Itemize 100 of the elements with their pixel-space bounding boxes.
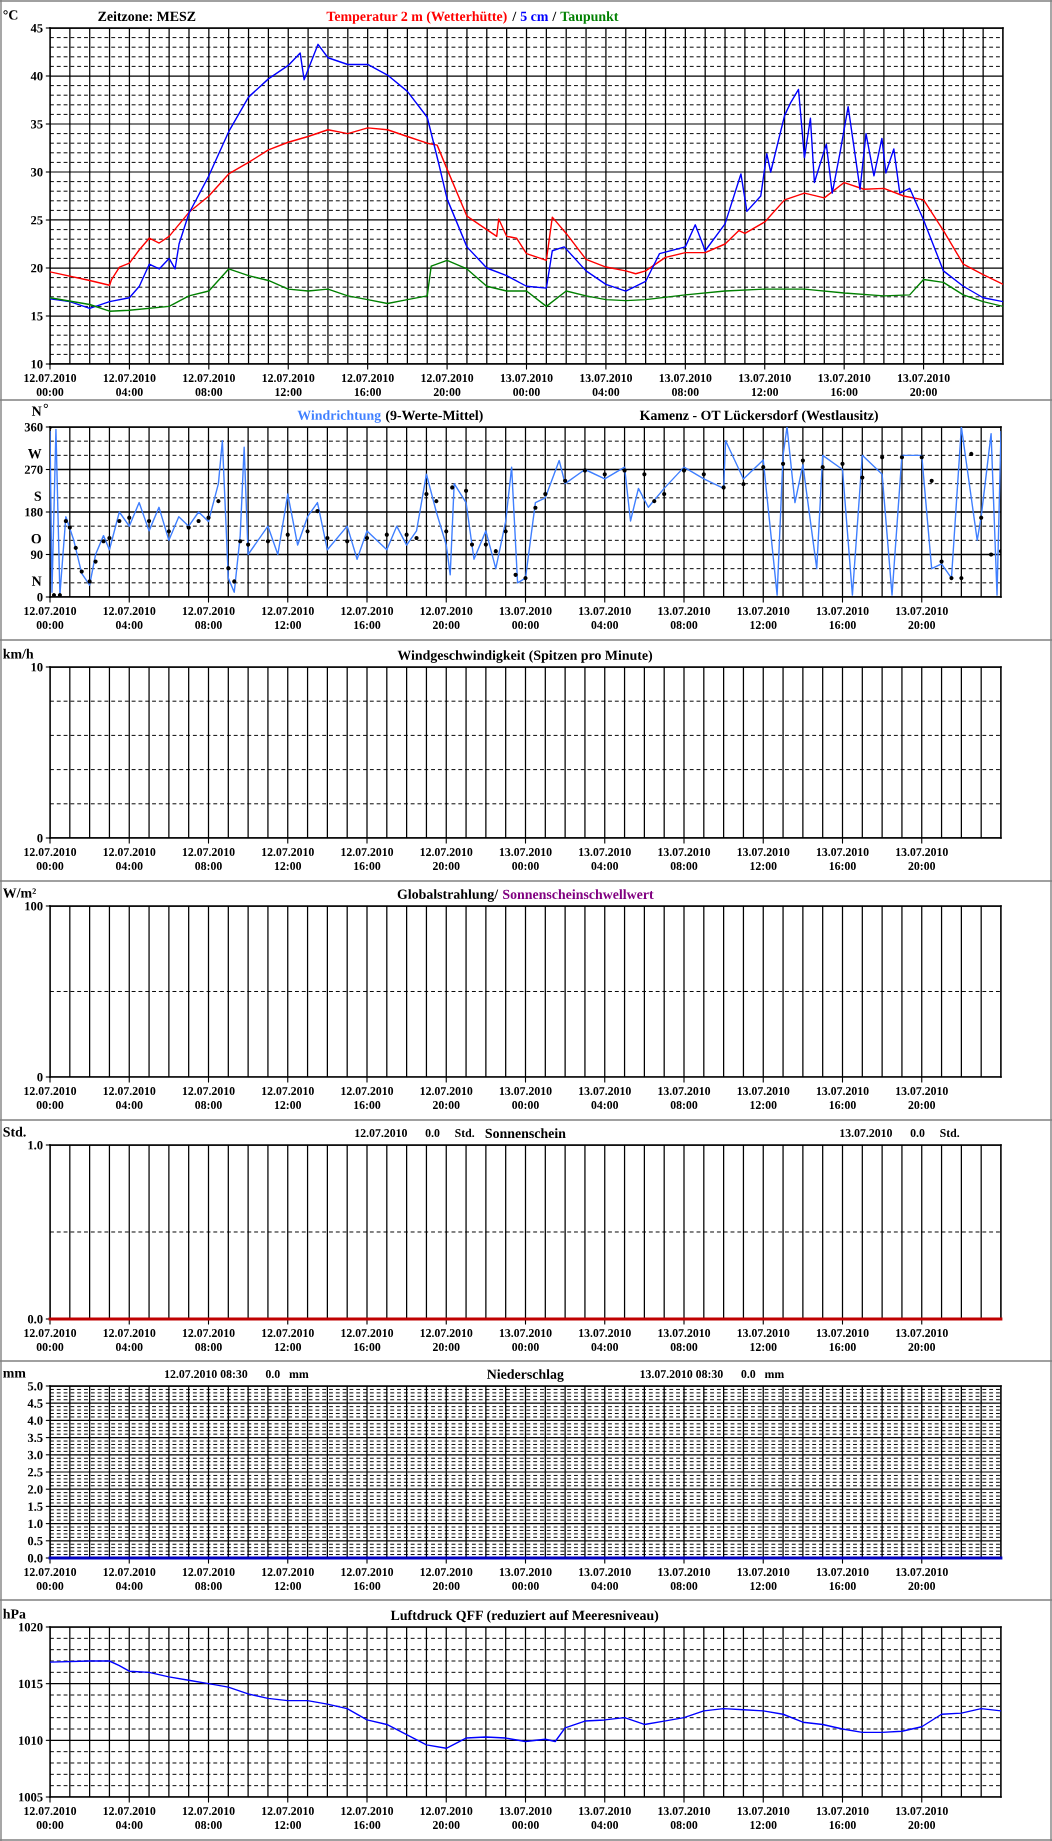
text: 12.07.2010 0.0 Std. bbox=[355, 1128, 475, 1138]
chart-title: Kamenz - OT Lückersdorf (Westlausitz) bbox=[639, 410, 878, 423]
y-axis-title: ° bbox=[43, 403, 48, 408]
x-tick-label: 12.07.2010 08:00 bbox=[183, 374, 235, 397]
chart-title: Windgeschwindigkeit (Spitzen pro Minute) bbox=[397, 650, 653, 663]
x-tick-label: 13.07.2010 00:00 bbox=[499, 1807, 552, 1830]
y-tick-label: 30 bbox=[31, 168, 43, 177]
x-tick-label: 12.07.2010 00:00 bbox=[24, 1087, 77, 1110]
x-tick-label: 13.07.2010 20:00 bbox=[896, 607, 948, 630]
y-tick-label: 0 bbox=[37, 593, 43, 602]
text: 13.07.2010 08:30 0.0 mm bbox=[640, 1370, 785, 1379]
y-axis-title: hPa bbox=[3, 1608, 26, 1619]
y-axis-title: Std. bbox=[3, 1126, 26, 1137]
text: 5 cm bbox=[520, 11, 549, 22]
x-tick-label: 13.07.2010 08:00 bbox=[658, 607, 711, 630]
x-tick-label: 12.07.2010 04:00 bbox=[103, 1568, 156, 1591]
x-tick-label: 13.07.2010 00:00 bbox=[499, 848, 552, 871]
x-tick-label: 13.07.2010 12:00 bbox=[737, 848, 790, 871]
x-tick-label: 12.07.2010 08:00 bbox=[182, 1807, 235, 1830]
x-tick-label: 13.07.2010 00:00 bbox=[499, 1087, 552, 1110]
x-tick-label: 13.07.2010 20:00 bbox=[896, 1568, 948, 1591]
x-tick-label: 12.07.2010 00:00 bbox=[24, 1329, 77, 1352]
x-tick-label: 12.07.2010 04:00 bbox=[103, 1087, 156, 1110]
y-axis-title: km/h bbox=[3, 648, 34, 659]
x-tick-label: 12.07.2010 16:00 bbox=[341, 607, 394, 630]
y-tick-label: 0.5 bbox=[27, 1536, 43, 1546]
x-tick-label: 13.07.2010 04:00 bbox=[579, 1087, 631, 1110]
x-tick-label: 13.07.2010 00:00 bbox=[500, 374, 553, 397]
x-tick-label: 12.07.2010 04:00 bbox=[103, 848, 156, 871]
y-tick-label: 20 bbox=[31, 264, 43, 273]
x-tick-label: 12.07.2010 04:00 bbox=[103, 1807, 156, 1830]
text: Taupunkt bbox=[560, 11, 619, 24]
y-tick-label: 0.0 bbox=[27, 1315, 43, 1324]
x-tick-label: 13.07.2010 12:00 bbox=[737, 607, 790, 630]
x-tick-label: 12.07.2010 16:00 bbox=[341, 1087, 394, 1110]
y-tick-label: 180 bbox=[25, 508, 43, 517]
x-tick-label: 13.07.2010 08:00 bbox=[659, 374, 712, 397]
text: / bbox=[552, 11, 557, 22]
y-tick-label: 1010 bbox=[19, 1736, 43, 1745]
x-tick-label: 12.07.2010 00:00 bbox=[24, 1568, 77, 1591]
x-tick-label: 12.07.2010 08:00 bbox=[182, 1329, 235, 1352]
y-tick-label: 45 bbox=[30, 24, 43, 33]
y-tick-label: 4.5 bbox=[27, 1399, 43, 1408]
text: S bbox=[34, 491, 42, 501]
x-tick-label: 12.07.2010 20:00 bbox=[420, 1568, 473, 1591]
x-tick-label: 12.07.2010 12:00 bbox=[262, 1329, 314, 1352]
x-tick-label: 13.07.2010 08:00 bbox=[658, 1568, 711, 1591]
y-tick-label: 1020 bbox=[19, 1623, 43, 1632]
y-tick-label: 90 bbox=[30, 550, 43, 559]
x-tick-label: 12.07.2010 12:00 bbox=[262, 1807, 314, 1830]
x-tick-label: 13.07.2010 16:00 bbox=[816, 848, 869, 871]
x-tick-label: 12.07.2010 12:00 bbox=[262, 1568, 314, 1591]
text: Temperatur 2 m (Wetterhütte) bbox=[326, 11, 507, 24]
x-tick-label: 12.07.2010 20:00 bbox=[421, 374, 474, 397]
text: 12.07.2010 08:30 0.0 mm bbox=[165, 1370, 309, 1379]
x-tick-label: 12.07.2010 20:00 bbox=[420, 1087, 473, 1110]
x-tick-label: 12.07.2010 04:00 bbox=[103, 1329, 156, 1352]
y-tick-label: 1015 bbox=[19, 1679, 43, 1689]
x-tick-label: 12.07.2010 20:00 bbox=[420, 848, 473, 871]
x-tick-label: 12.07.2010 16:00 bbox=[341, 1807, 394, 1830]
text: 13.07.2010 0.0 Std. bbox=[840, 1128, 960, 1138]
x-tick-label: 13.07.2010 20:00 bbox=[896, 1087, 948, 1110]
x-tick-label: 13.07.2010 20:00 bbox=[896, 1329, 948, 1352]
x-tick-label: 13.07.2010 04:00 bbox=[579, 1329, 631, 1352]
x-tick-label: 13.07.2010 12:00 bbox=[737, 1568, 790, 1591]
x-tick-label: 13.07.2010 04:00 bbox=[579, 1807, 631, 1830]
text: N bbox=[31, 576, 42, 586]
chart-title: Luftdruck QFF (reduziert auf Meeresniveau) bbox=[390, 1610, 659, 1623]
x-tick-label: 13.07.2010 12:00 bbox=[737, 1087, 790, 1110]
y-tick-label: 2.0 bbox=[27, 1485, 43, 1494]
x-tick-label: 12.07.2010 08:00 bbox=[182, 1568, 235, 1591]
x-tick-label: 13.07.2010 04:00 bbox=[580, 374, 633, 397]
x-tick-label: 13.07.2010 04:00 bbox=[579, 848, 631, 871]
x-tick-label: 13.07.2010 00:00 bbox=[499, 1329, 552, 1352]
x-tick-label: 12.07.2010 00:00 bbox=[24, 374, 77, 397]
text: N bbox=[31, 406, 42, 416]
x-tick-label: 13.07.2010 12:00 bbox=[739, 374, 791, 397]
x-tick-label: 13.07.2010 08:00 bbox=[658, 1807, 711, 1830]
text: (9-Werte-Mittel) bbox=[385, 410, 483, 423]
y-tick-label: 10 bbox=[31, 663, 43, 672]
text: W bbox=[27, 449, 42, 459]
x-tick-label: 13.07.2010 16:00 bbox=[818, 374, 871, 397]
x-tick-label: 12.07.2010 16:00 bbox=[341, 1329, 394, 1352]
x-tick-label: 12.07.2010 00:00 bbox=[24, 1807, 77, 1830]
x-tick-label: 13.07.2010 20:00 bbox=[897, 374, 950, 397]
text: / bbox=[512, 11, 517, 22]
x-tick-label: 13.07.2010 12:00 bbox=[737, 1329, 790, 1352]
x-tick-label: 13.07.2010 04:00 bbox=[579, 607, 631, 630]
x-tick-label: 13.07.2010 08:00 bbox=[658, 848, 711, 871]
x-tick-label: 12.07.2010 08:00 bbox=[182, 607, 235, 630]
x-tick-label: 12.07.2010 12:00 bbox=[262, 374, 315, 397]
x-tick-label: 12.07.2010 12:00 bbox=[262, 607, 314, 630]
x-tick-label: 13.07.2010 20:00 bbox=[896, 848, 948, 871]
y-tick-label: 15 bbox=[31, 312, 43, 321]
y-tick-label: 5.0 bbox=[27, 1382, 43, 1391]
x-tick-label: 12.07.2010 12:00 bbox=[262, 848, 314, 871]
y-tick-label: 270 bbox=[24, 465, 43, 474]
x-tick-label: 12.07.2010 04:00 bbox=[103, 607, 156, 630]
x-tick-label: 13.07.2010 16:00 bbox=[816, 607, 869, 630]
x-tick-label: 12.07.2010 04:00 bbox=[103, 374, 156, 397]
